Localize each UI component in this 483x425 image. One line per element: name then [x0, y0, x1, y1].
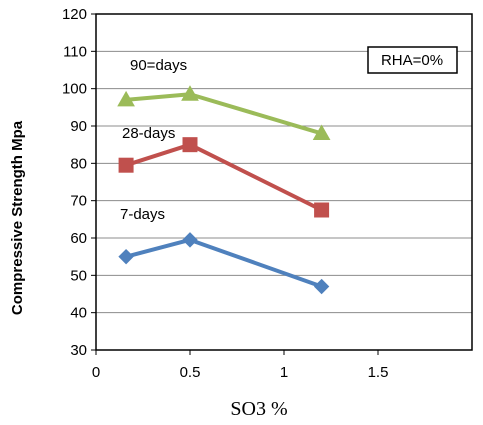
x-tick-label: 1	[280, 364, 288, 381]
y-tick-label: 60	[70, 230, 87, 247]
data-point-square	[118, 157, 134, 173]
series-7-days	[118, 232, 330, 295]
tick-layer: 30 40 50 60 70 80 90 100 110 120 0 0.5 1 1.5	[62, 6, 388, 381]
y-tick-label: 50	[70, 267, 87, 284]
series-line	[125, 237, 323, 289]
y-tick-label: 80	[70, 155, 87, 172]
annotation-box-frame	[367, 46, 458, 74]
x-tick-label: 1.5	[368, 364, 389, 381]
y-tick-label: 120	[62, 6, 87, 23]
y-tick-label: 110	[63, 43, 87, 60]
series-90=days	[117, 85, 331, 140]
data-point-diamond	[313, 278, 330, 295]
y-tick-label: 90	[70, 118, 87, 135]
series-layer	[117, 85, 331, 295]
y-tick-label: 70	[70, 193, 87, 210]
data-point-triangle	[312, 124, 331, 140]
annotation-box-text: RHA=0%	[381, 52, 443, 69]
y-axis-label: Compressive Strength Mpa	[9, 120, 26, 315]
data-point-triangle	[181, 85, 199, 101]
series-28-days	[118, 137, 330, 218]
data-point-diamond	[118, 248, 134, 265]
data-point-triangle	[117, 90, 135, 107]
data-point-square	[314, 202, 330, 218]
x-tick-label: 0	[92, 364, 100, 381]
y-tick-label: 100	[62, 81, 87, 98]
x-tick-label: 0.5	[180, 364, 201, 381]
series-label: 90=days	[130, 57, 187, 74]
y-tick-label: 40	[70, 305, 87, 322]
data-point-diamond	[182, 232, 198, 248]
series-label: 7-days	[120, 206, 165, 223]
x-axis-label: SO3 %	[230, 398, 287, 420]
series-label: 28-days	[122, 125, 175, 142]
y-tick-label: 30	[70, 342, 87, 359]
annotation-box: RHA=0%	[367, 46, 458, 74]
label-layer: 90=days 28-days 7-days	[120, 57, 187, 223]
data-point-square	[182, 137, 198, 153]
